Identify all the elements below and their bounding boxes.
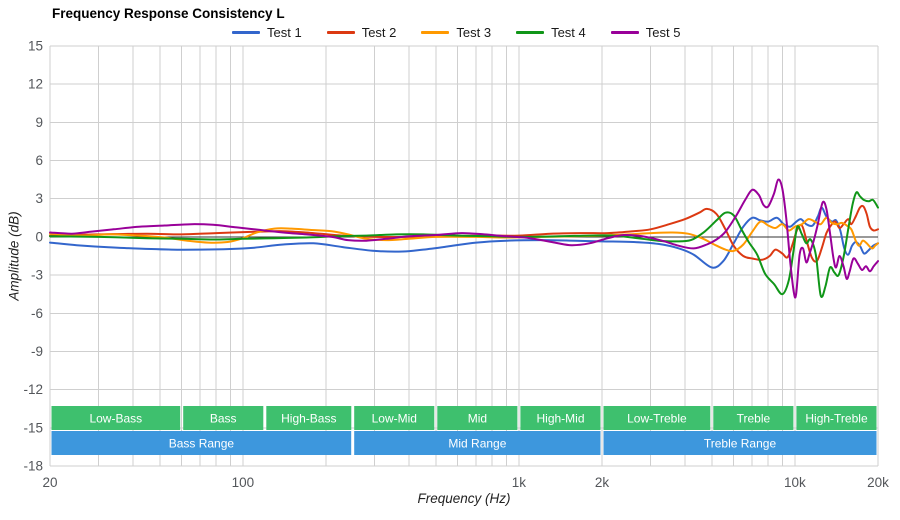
band-label: Mid Range bbox=[448, 437, 506, 451]
y-tick-label: -3 bbox=[31, 268, 43, 283]
x-tick-label: 10k bbox=[784, 475, 806, 490]
legend-label: Test 1 bbox=[267, 25, 302, 40]
band-label: Low-Treble bbox=[627, 412, 687, 426]
legend-label: Test 2 bbox=[361, 25, 397, 40]
legend-swatch bbox=[421, 31, 450, 34]
series-curves bbox=[49, 178, 879, 299]
legend-item-test-3[interactable]: Test 3 bbox=[421, 25, 491, 40]
x-tick-label: 20 bbox=[42, 475, 57, 490]
axis-ticks: 20 100 1k 2k 10k 20k 15 12 9 6 3 0 -3 -6 -9 -12 -15 -18 bbox=[23, 39, 889, 491]
legend-swatch bbox=[610, 31, 639, 34]
legend-swatch bbox=[516, 31, 545, 34]
x-tick-label: 1k bbox=[512, 475, 527, 490]
band-high-treble: High-Treble bbox=[796, 406, 877, 430]
legend-label: Test 5 bbox=[645, 25, 681, 40]
legend-item-test-1[interactable]: Test 1 bbox=[232, 25, 302, 40]
series-line-test-3 bbox=[49, 216, 879, 253]
x-tick-label: 20k bbox=[867, 475, 889, 490]
band-label: Bass Range bbox=[169, 437, 235, 451]
y-tick-label: 3 bbox=[35, 191, 43, 206]
y-tick-label: 0 bbox=[35, 229, 43, 244]
band-rect bbox=[603, 406, 711, 430]
series-line-test-1 bbox=[49, 206, 879, 269]
band-rect bbox=[183, 406, 264, 430]
series-line-test-4 bbox=[49, 191, 879, 298]
y-axis-title: Amplitude (dB) bbox=[6, 211, 22, 301]
band-rect bbox=[437, 406, 518, 430]
y-tick-label: -18 bbox=[23, 459, 43, 474]
band-label: High-Mid bbox=[536, 412, 584, 426]
legend-item-test-4[interactable]: Test 4 bbox=[516, 25, 586, 40]
band-label: High-Bass bbox=[281, 412, 336, 426]
legend-item-test-2[interactable]: Test 2 bbox=[326, 25, 397, 40]
band-low-treble: Low-Treble bbox=[603, 406, 711, 430]
range-treble-range: Treble Range bbox=[603, 431, 877, 455]
band-bass: Bass bbox=[183, 406, 264, 430]
band-label: Bass bbox=[210, 412, 237, 426]
band-rect bbox=[354, 431, 601, 455]
band-rect bbox=[603, 431, 877, 455]
band-label: High-Treble bbox=[805, 412, 868, 426]
band-low-mid: Low-Mid bbox=[354, 406, 435, 430]
y-tick-label: -15 bbox=[23, 420, 43, 435]
band-high-mid: High-Mid bbox=[520, 406, 601, 430]
band-label: Low-Bass bbox=[89, 412, 142, 426]
grid bbox=[49, 45, 879, 467]
range-bass-range: Bass Range bbox=[51, 431, 352, 455]
band-mid: Mid bbox=[437, 406, 518, 430]
x-tick-label: 100 bbox=[232, 475, 255, 490]
legend-swatch bbox=[326, 31, 355, 34]
y-tick-label: -9 bbox=[31, 344, 43, 359]
band-high-bass: High-Bass bbox=[266, 406, 352, 430]
y-tick-label: 15 bbox=[28, 39, 43, 54]
range-mid-range: Mid Range bbox=[354, 431, 601, 455]
band-rect bbox=[51, 406, 181, 430]
legend-swatch bbox=[232, 31, 260, 34]
band-label: Treble bbox=[737, 412, 771, 426]
x-axis-title: Frequency (Hz) bbox=[417, 491, 511, 506]
band-rect bbox=[354, 406, 435, 430]
x-tick-label: 2k bbox=[595, 475, 610, 490]
band-label: Treble Range bbox=[704, 437, 777, 451]
frequency-bands: Low-Bass Bass High-Bass Low-Mid Mid High-Mid L… bbox=[51, 406, 877, 455]
y-tick-label: 9 bbox=[35, 115, 43, 130]
y-tick-label: -12 bbox=[23, 382, 43, 397]
band-low-bass: Low-Bass bbox=[51, 406, 181, 430]
series-line-test-5 bbox=[49, 178, 879, 299]
band-label: Low-Mid bbox=[372, 412, 417, 426]
band-rect bbox=[266, 406, 352, 430]
band-rect bbox=[51, 431, 352, 455]
band-rect bbox=[520, 406, 601, 430]
y-tick-label: 12 bbox=[28, 77, 43, 92]
band-rect bbox=[713, 406, 794, 430]
band-treble: Treble bbox=[713, 406, 794, 430]
legend-item-test-5[interactable]: Test 5 bbox=[610, 25, 681, 40]
band-rect bbox=[796, 406, 877, 430]
y-tick-label: -6 bbox=[31, 306, 43, 321]
y-tick-label: 6 bbox=[35, 153, 43, 168]
chart-legend: Test 1 Test 2 Test 3 Test 4 Test 5 bbox=[232, 25, 680, 40]
legend-label: Test 4 bbox=[551, 25, 586, 40]
band-label: Mid bbox=[468, 412, 487, 426]
legend-label: Test 3 bbox=[456, 25, 492, 40]
chart-title: Frequency Response Consistency L bbox=[52, 6, 285, 21]
